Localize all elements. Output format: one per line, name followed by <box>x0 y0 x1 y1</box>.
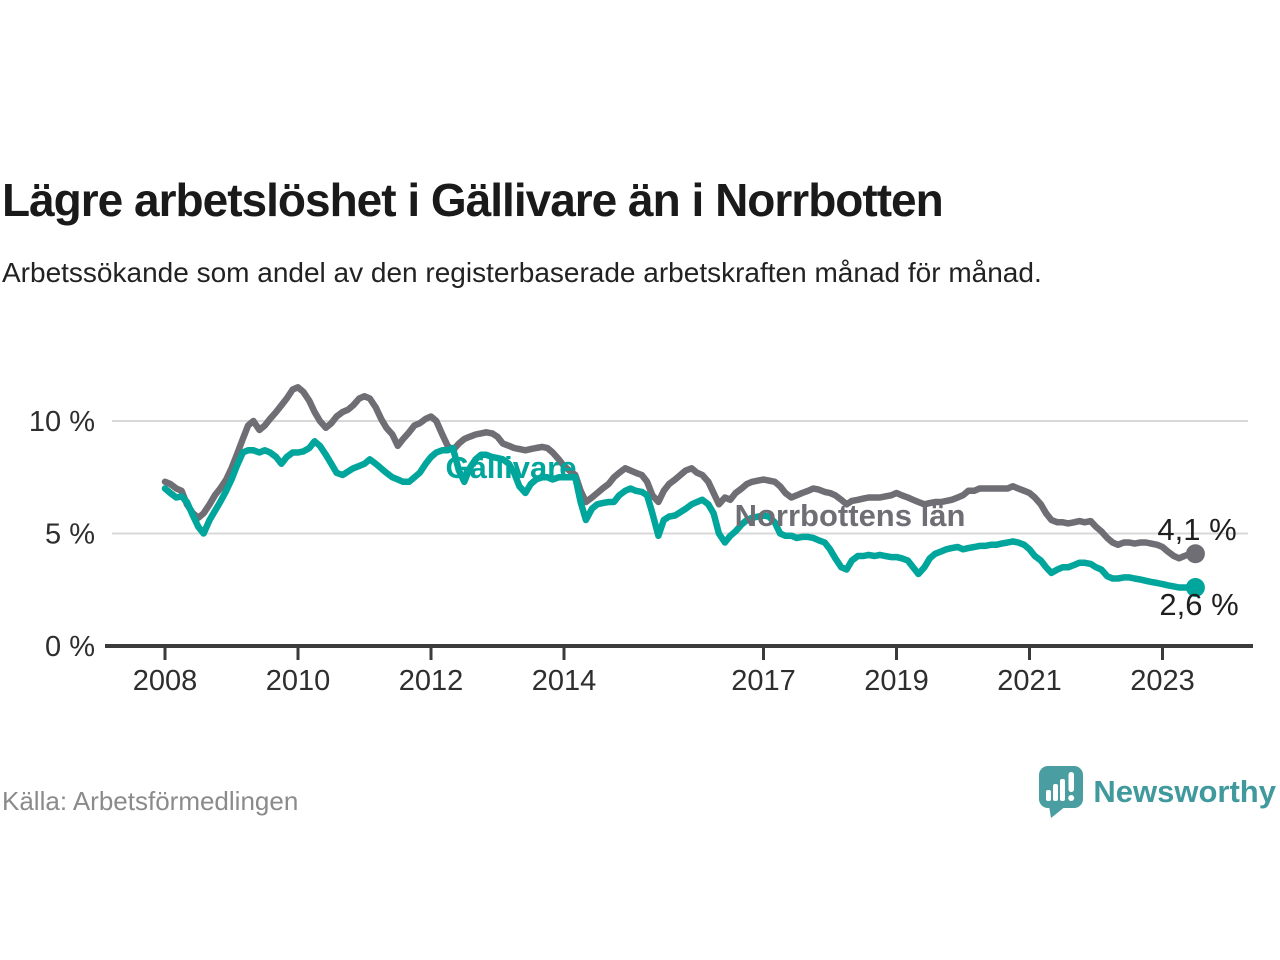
x-tick-label: 2008 <box>133 665 198 697</box>
y-tick-label: 5 % <box>45 519 95 551</box>
series-label-norrbotten: Norrbottens län <box>734 498 966 533</box>
page-title: Lägre arbetslöshet i Gällivare än i Norr… <box>2 173 944 226</box>
x-tick-label: 2017 <box>731 665 796 697</box>
series-label-gallivare: Gällivare <box>445 450 577 485</box>
x-tick-label: 2023 <box>1130 665 1195 697</box>
series-end-dot <box>1185 578 1205 597</box>
x-tick-label: 2012 <box>399 665 464 697</box>
source-note: Källa: Arbetsförmedlingen <box>2 786 299 816</box>
series-line <box>161 384 1194 562</box>
series-line <box>161 438 1194 591</box>
newsworthy-bubble-icon <box>1039 766 1084 818</box>
end-value-norrbotten: 4,1 % <box>1157 512 1237 547</box>
y-tick-label: 10 % <box>29 406 95 438</box>
x-tick-label: 2010 <box>266 665 331 697</box>
unemployment-line-chart: 2008 2010 2012 2014 2017 2019 2021 2023 0 % 5 % 10… <box>29 384 1253 697</box>
page-subtitle: Arbetssökande som andel av den registerb… <box>2 257 1042 288</box>
end-value-gallivare: 2,6 % <box>1159 587 1239 622</box>
x-tick-label: 2014 <box>532 665 597 697</box>
newsworthy-logo: Newsworthy <box>1039 766 1276 818</box>
y-tick-label: 0 % <box>45 631 95 663</box>
x-tick-label: 2021 <box>997 665 1062 697</box>
series-end-dot <box>1185 544 1205 564</box>
newsworthy-logo-text: Newsworthy <box>1093 774 1276 809</box>
x-tick-label: 2019 <box>864 665 929 697</box>
